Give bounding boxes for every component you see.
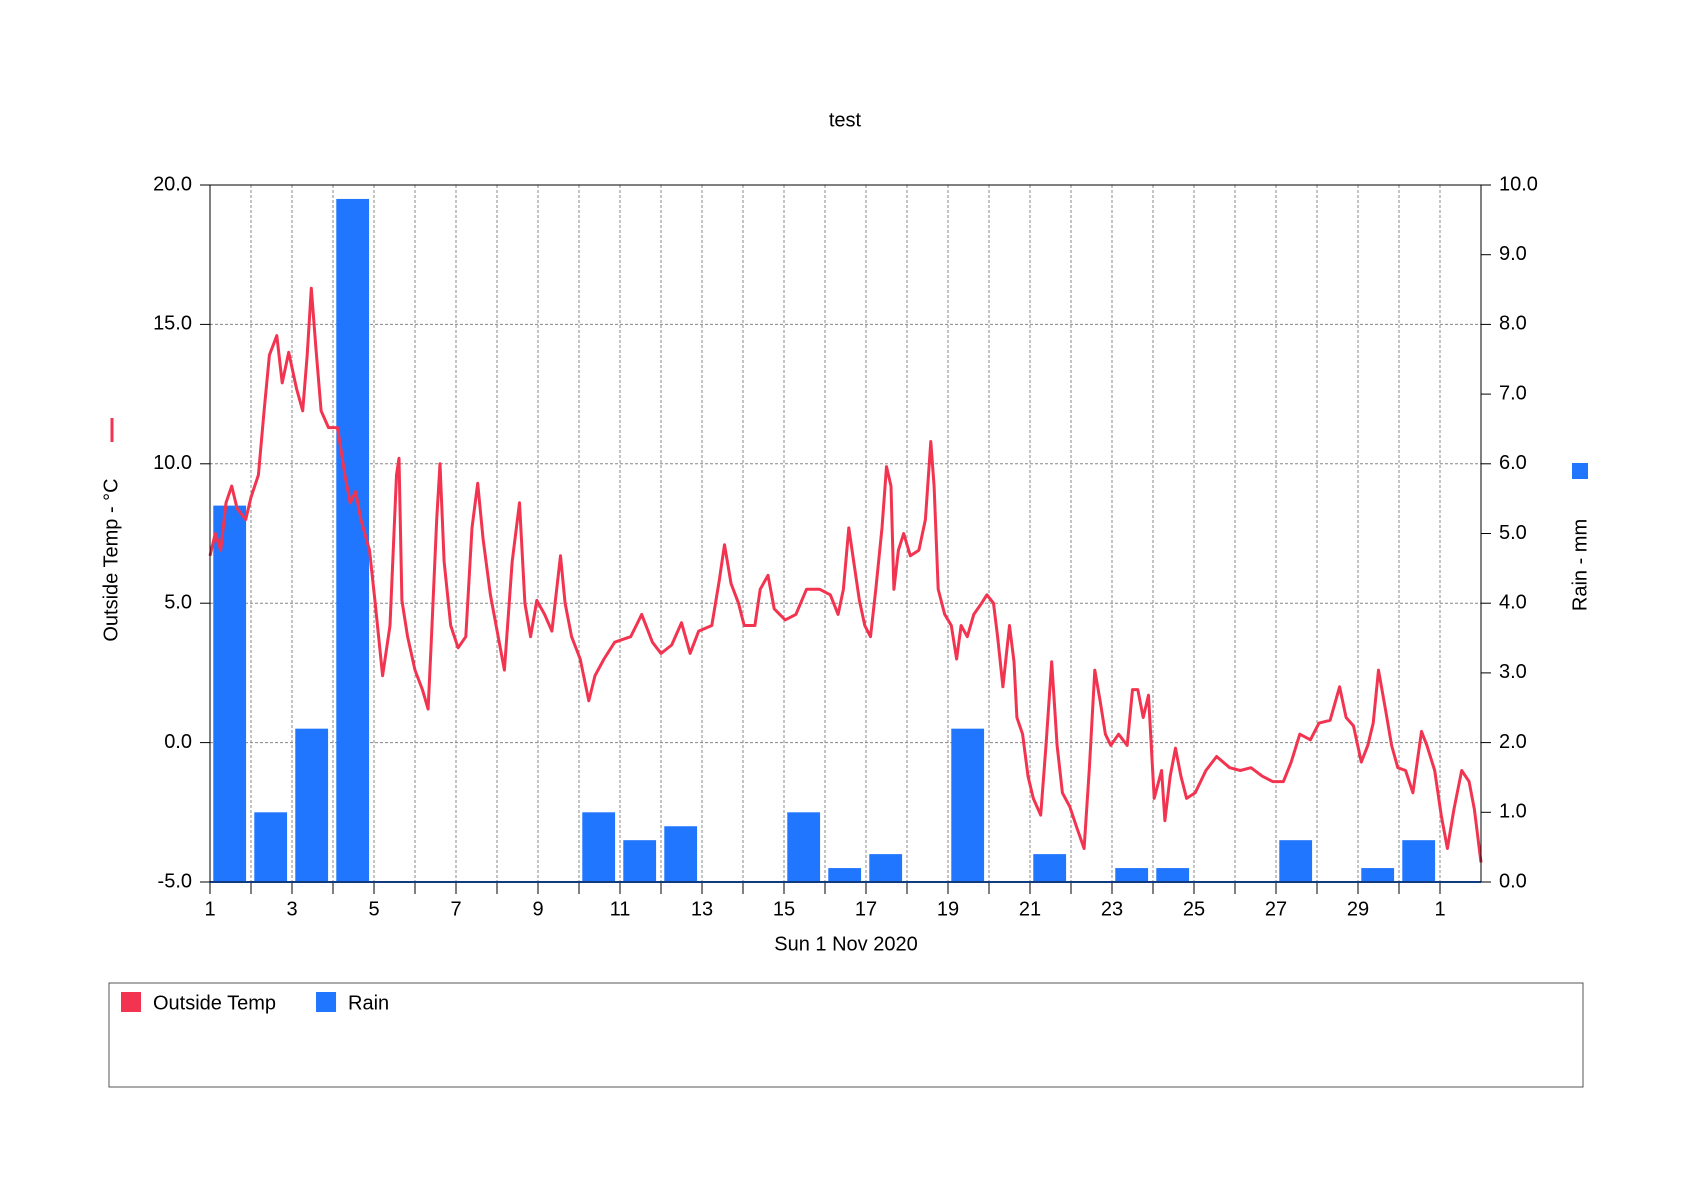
x-tick-label: 1 <box>1434 898 1445 920</box>
y2-tick-label: 3.0 <box>1499 661 1527 683</box>
x-tick-label: 27 <box>1265 898 1287 920</box>
bar <box>664 826 698 882</box>
x-tick-label: 3 <box>286 898 297 920</box>
legend-box <box>108 982 1584 1088</box>
y2-tick-label: 7.0 <box>1499 382 1527 404</box>
bar <box>336 198 370 882</box>
bar <box>869 854 903 882</box>
y2-tick-label: 10.0 <box>1499 173 1538 195</box>
bar <box>623 840 657 882</box>
bar <box>787 812 821 882</box>
y2-tick-label: 8.0 <box>1499 313 1527 335</box>
bar <box>1033 854 1067 882</box>
y2-tick-label: 5.0 <box>1499 522 1527 544</box>
y-tick-label: -5.0 <box>158 870 192 892</box>
bar <box>1115 868 1149 882</box>
y-tick-label: 10.0 <box>153 452 192 474</box>
y2-tick-label: 4.0 <box>1499 591 1527 613</box>
bar <box>951 728 985 882</box>
y-tick-label: 15.0 <box>153 313 192 335</box>
bar <box>582 812 616 882</box>
y-tick-label: 5.0 <box>164 591 192 613</box>
y-tick-label: 0.0 <box>164 731 192 753</box>
bar <box>254 812 288 882</box>
x-tick-label: 11 <box>610 898 631 920</box>
y2-tick-label: 2.0 <box>1499 731 1527 753</box>
x-tick-label: 29 <box>1347 898 1369 920</box>
y2-tick-label: 6.0 <box>1499 452 1527 474</box>
x-axis-title: Sun 1 Nov 2020 <box>774 933 917 955</box>
legend-label: Rain <box>348 992 389 1014</box>
y2-tick-label: 1.0 <box>1499 801 1527 823</box>
x-tick-label: 23 <box>1101 898 1123 920</box>
y2-axis-title: Rain - mm <box>1569 519 1591 611</box>
bar <box>828 868 862 882</box>
y2-tick-label: 9.0 <box>1499 243 1527 265</box>
legend-swatch <box>316 992 337 1012</box>
bar <box>1279 840 1313 882</box>
bar <box>295 728 329 882</box>
x-tick-label: 19 <box>937 898 959 920</box>
y-tick-label: 20.0 <box>153 173 192 195</box>
y2-tick-label: 0.0 <box>1499 870 1527 892</box>
legend-label: Outside Temp <box>153 992 276 1014</box>
x-tick-label: 9 <box>532 898 543 920</box>
legend-swatch <box>121 992 141 1012</box>
plot-frame <box>209 184 1482 883</box>
x-tick-label: 17 <box>855 898 877 920</box>
x-tick-label: 5 <box>368 898 379 920</box>
bar <box>213 505 247 882</box>
x-tick-label: 7 <box>450 898 461 920</box>
x-tick-label: 13 <box>691 898 713 920</box>
chart-title: test <box>829 109 862 131</box>
line <box>208 286 1483 863</box>
x-tick-label: 1 <box>204 898 215 920</box>
y-axis-title: Outside Temp - °C <box>100 478 122 641</box>
x-tick-label: 25 <box>1183 898 1205 920</box>
bar <box>1402 840 1436 882</box>
bar <box>1156 868 1190 882</box>
bar <box>1361 868 1395 882</box>
x-tick-label: 15 <box>773 898 795 920</box>
y2-axis-symbol <box>1572 463 1588 479</box>
x-tick-label: 21 <box>1019 898 1041 920</box>
